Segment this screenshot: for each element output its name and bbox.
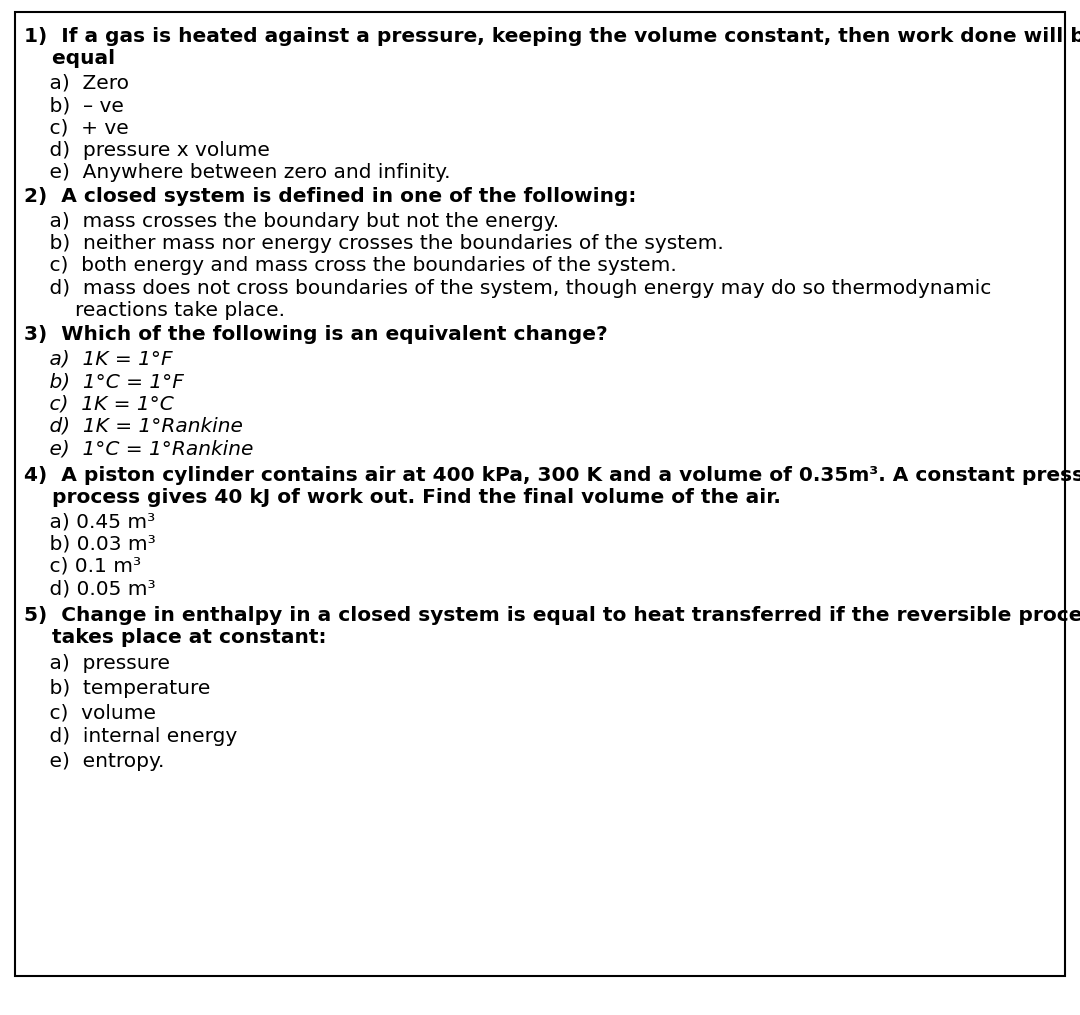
Text: 1)  If a gas is heated against a pressure, keeping the volume constant, then wor: 1) If a gas is heated against a pressure… [24,27,1080,46]
Text: c)  + ve: c) + ve [24,119,129,137]
Text: a) 0.45 m³: a) 0.45 m³ [24,513,156,531]
Text: d)  internal energy: d) internal energy [24,728,237,746]
Text: d) 0.05 m³: d) 0.05 m³ [24,580,156,598]
Text: 4)  A piston cylinder contains air at 400 kPa, 300 K and a volume of 0.35m³. A c: 4) A piston cylinder contains air at 400… [24,466,1080,484]
Text: c) 0.1 m³: c) 0.1 m³ [24,557,140,576]
Text: e)  1°C = 1°Rankine: e) 1°C = 1°Rankine [24,439,253,458]
Text: a)  1K = 1°F: a) 1K = 1°F [24,350,173,368]
Text: a)  pressure: a) pressure [24,655,170,673]
Text: b)  neither mass nor energy crosses the boundaries of the system.: b) neither mass nor energy crosses the b… [24,234,724,253]
Text: reactions take place.: reactions take place. [24,301,285,320]
Text: d)  1K = 1°Rankine: d) 1K = 1°Rankine [24,417,243,435]
Text: b) 0.03 m³: b) 0.03 m³ [24,535,156,553]
Text: 3)  Which of the following is an equivalent change?: 3) Which of the following is an equivale… [24,326,607,344]
Text: a)  Zero: a) Zero [24,74,129,92]
Text: process gives 40 kJ of work out. Find the final volume of the air.: process gives 40 kJ of work out. Find th… [24,488,781,506]
Text: c)  both energy and mass cross the boundaries of the system.: c) both energy and mass cross the bounda… [24,257,676,275]
Text: d)  mass does not cross boundaries of the system, though energy may do so thermo: d) mass does not cross boundaries of the… [24,279,991,297]
Text: a)  mass crosses the boundary but not the energy.: a) mass crosses the boundary but not the… [24,212,558,230]
Text: c)  volume: c) volume [24,703,156,722]
Text: 2)  A closed system is defined in one of the following:: 2) A closed system is defined in one of … [24,188,636,206]
Text: takes place at constant:: takes place at constant: [24,628,326,647]
Text: 5)  Change in enthalpy in a closed system is equal to heat transferred if the re: 5) Change in enthalpy in a closed system… [24,606,1080,624]
Text: d)  pressure x volume: d) pressure x volume [24,141,270,159]
Text: equal: equal [24,50,114,68]
Text: b)  temperature: b) temperature [24,679,211,697]
Text: e)  Anywhere between zero and infinity.: e) Anywhere between zero and infinity. [24,163,450,182]
Text: b)  – ve: b) – ve [24,96,123,115]
Text: e)  entropy.: e) entropy. [24,752,164,770]
Text: b)  1°C = 1°F: b) 1°C = 1°F [24,373,184,391]
Text: c)  1K = 1°C: c) 1K = 1°C [24,395,174,413]
